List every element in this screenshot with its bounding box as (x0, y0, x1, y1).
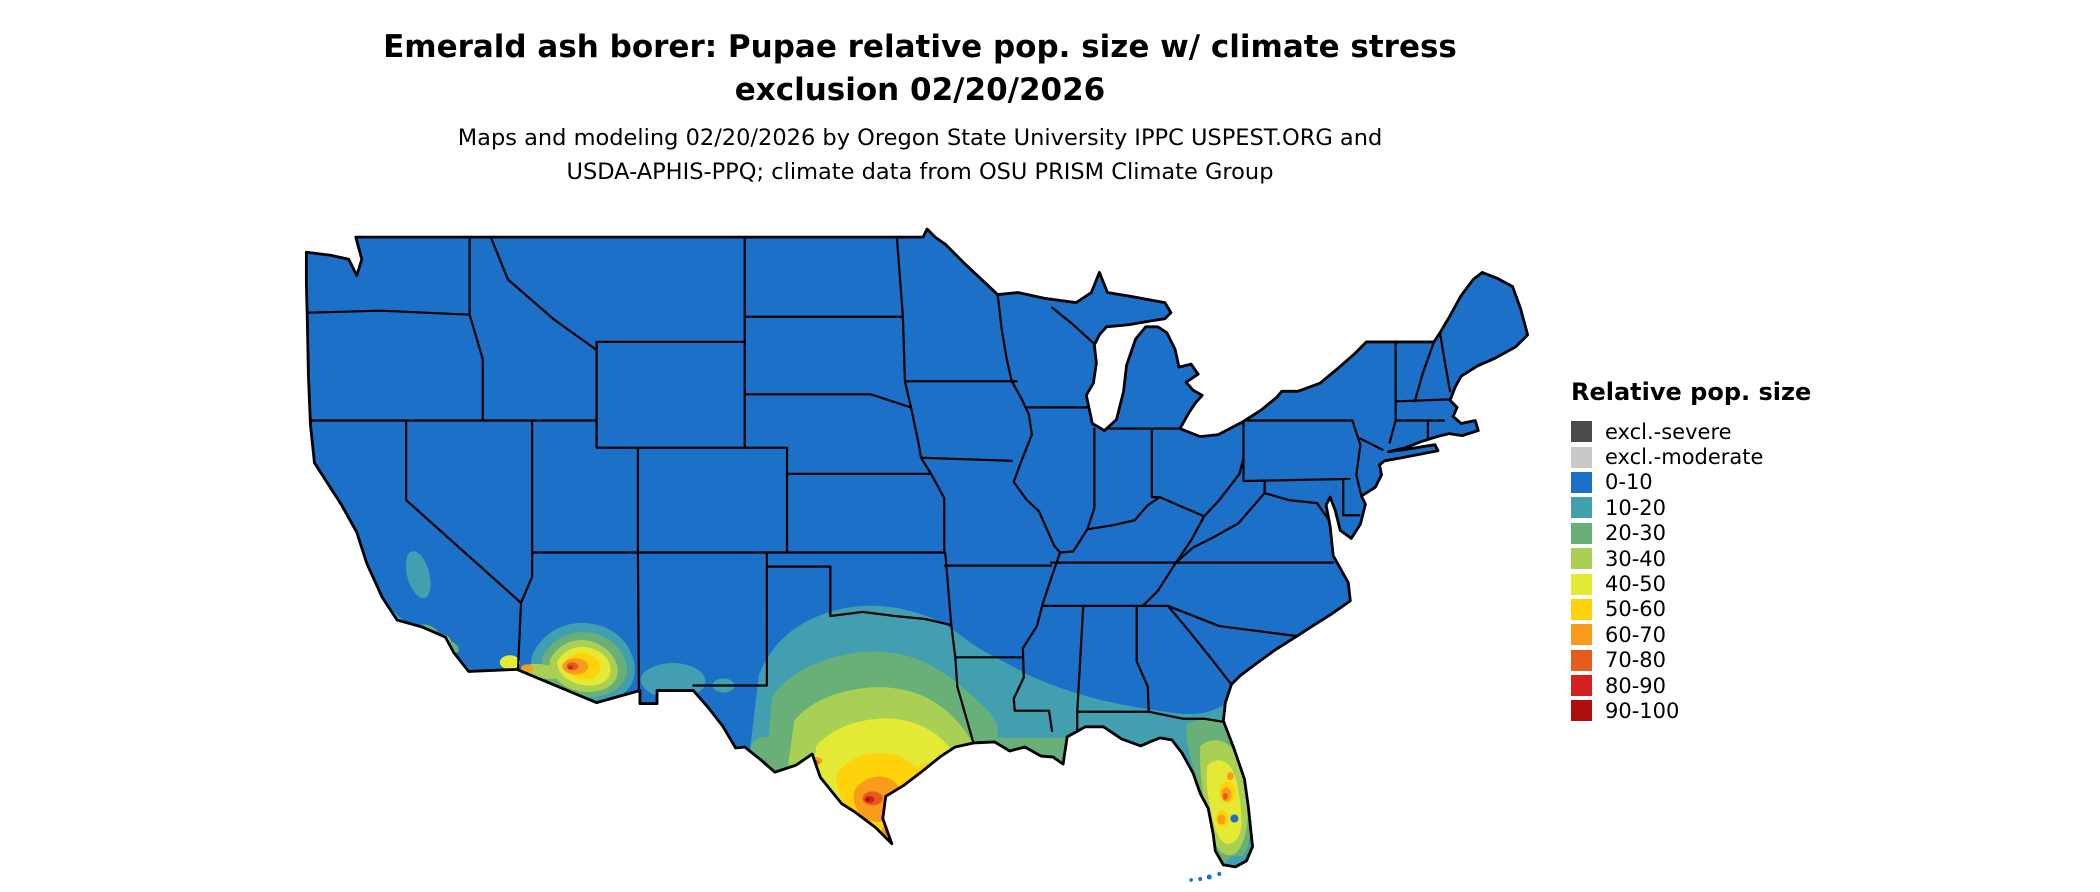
legend-item: 50-60 (1571, 597, 1811, 622)
legend: Relative pop. size excl.-severe excl.-mo… (1571, 378, 1811, 724)
legend-label: 30-40 (1605, 546, 1667, 571)
legend-label: 80-90 (1605, 673, 1667, 698)
legend-swatch (1571, 675, 1592, 697)
legend-item: 20-30 (1571, 521, 1811, 546)
us-map-svg (304, 227, 1530, 882)
legend-label: 60-70 (1605, 622, 1667, 647)
us-outline (304, 227, 1530, 869)
legend-item: excl.-moderate (1571, 444, 1811, 469)
region-90-100 (865, 797, 870, 801)
legend-swatch (1571, 446, 1592, 468)
legend-label: excl.-severe (1605, 419, 1732, 444)
legend-label: 20-30 (1605, 521, 1667, 546)
legend-item: 80-90 (1571, 673, 1811, 698)
legend-swatch (1571, 649, 1592, 671)
page-subtitle-line1: Maps and modeling 02/20/2026 by Oregon S… (457, 125, 1383, 151)
legend-swatch (1571, 471, 1592, 493)
legend-item: 0-10 (1571, 470, 1811, 495)
florida-keys (1189, 871, 1222, 882)
legend-item: 70-80 (1571, 648, 1811, 673)
legend-swatch (1571, 573, 1592, 595)
page-subtitle: Maps and modeling 02/20/2026 by Oregon S… (0, 122, 1840, 190)
page-title-line1: Emerald ash borer: Pupae relative pop. s… (383, 29, 1457, 65)
legend-item: 90-100 (1571, 698, 1811, 723)
us-map (300, 222, 1530, 882)
state-borders (307, 236, 1452, 745)
legend-item: excl.-severe (1571, 419, 1811, 444)
legend-item: 10-20 (1571, 495, 1811, 520)
legend-swatch (1571, 598, 1592, 620)
legend-swatch (1571, 700, 1592, 722)
legend-swatch (1571, 522, 1592, 544)
legend-label: 0-10 (1605, 470, 1653, 495)
legend-label: 40-50 (1605, 572, 1667, 597)
legend-item: 30-40 (1571, 546, 1811, 571)
legend-title: Relative pop. size (1571, 378, 1812, 406)
page-subtitle-line2: USDA-APHIS-PPQ; climate data from OSU PR… (566, 158, 1274, 185)
legend-item: 40-50 (1571, 571, 1811, 596)
legend-label: 10-20 (1605, 495, 1667, 520)
legend-swatch (1571, 548, 1592, 570)
page-title-line2: exclusion 02/20/2026 (734, 71, 1106, 108)
legend-label: 90-100 (1605, 698, 1680, 723)
legend-swatch (1571, 624, 1592, 646)
legend-swatch (1571, 497, 1592, 519)
legend-label: 70-80 (1605, 648, 1667, 673)
legend-item: 60-70 (1571, 622, 1811, 647)
lake-okeechobee (1230, 814, 1239, 823)
legend-label: excl.-moderate (1605, 445, 1764, 470)
legend-label: 50-60 (1605, 597, 1667, 622)
legend-swatch (1571, 421, 1592, 443)
page-title: Emerald ash borer: Pupae relative pop. s… (0, 26, 1840, 112)
